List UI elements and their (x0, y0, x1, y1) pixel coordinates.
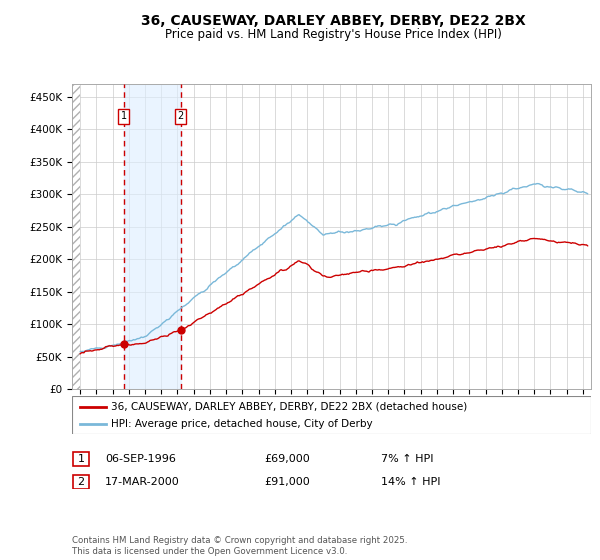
FancyBboxPatch shape (73, 474, 89, 489)
Text: 36, CAUSEWAY, DARLEY ABBEY, DERBY, DE22 2BX (detached house): 36, CAUSEWAY, DARLEY ABBEY, DERBY, DE22 … (111, 402, 467, 412)
Text: 06-SEP-1996: 06-SEP-1996 (105, 454, 176, 464)
FancyBboxPatch shape (72, 396, 591, 434)
Text: Price paid vs. HM Land Registry's House Price Index (HPI): Price paid vs. HM Land Registry's House … (164, 28, 502, 41)
FancyBboxPatch shape (73, 452, 89, 466)
Text: 17-MAR-2000: 17-MAR-2000 (105, 477, 180, 487)
Text: 2: 2 (178, 111, 184, 122)
Text: 1: 1 (77, 454, 85, 464)
Text: 7% ↑ HPI: 7% ↑ HPI (381, 454, 433, 464)
Text: 1: 1 (121, 111, 127, 122)
Text: 14% ↑ HPI: 14% ↑ HPI (381, 477, 440, 487)
Text: £91,000: £91,000 (264, 477, 310, 487)
Text: HPI: Average price, detached house, City of Derby: HPI: Average price, detached house, City… (111, 419, 373, 429)
Text: Contains HM Land Registry data © Crown copyright and database right 2025.
This d: Contains HM Land Registry data © Crown c… (72, 536, 407, 556)
Text: 2: 2 (77, 477, 85, 487)
Bar (124, 84, 181, 389)
Text: 36, CAUSEWAY, DARLEY ABBEY, DERBY, DE22 2BX: 36, CAUSEWAY, DARLEY ABBEY, DERBY, DE22 … (140, 14, 526, 28)
Text: £69,000: £69,000 (264, 454, 310, 464)
